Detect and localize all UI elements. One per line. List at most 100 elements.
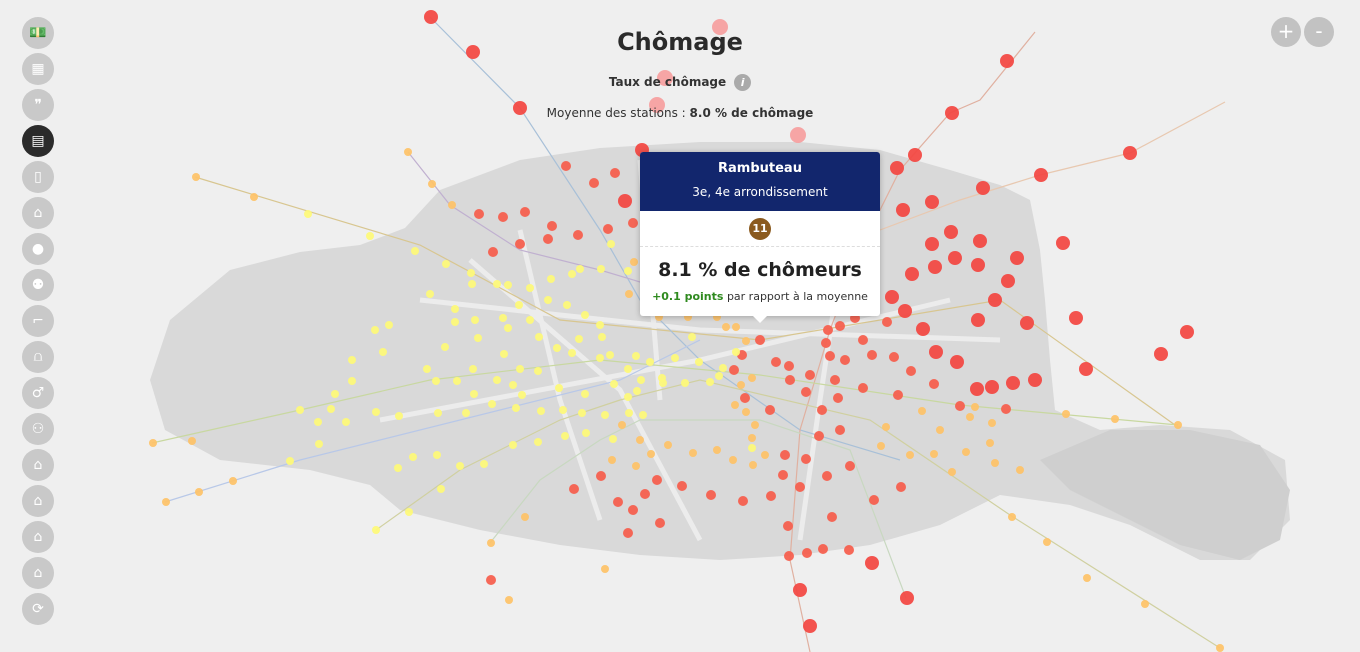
station-marker[interactable]: [867, 350, 877, 360]
station-marker[interactable]: [640, 489, 650, 499]
station-marker[interactable]: [966, 413, 974, 421]
station-marker[interactable]: [825, 351, 835, 361]
station-marker[interactable]: [823, 325, 833, 335]
station-marker[interactable]: [628, 505, 638, 515]
station-marker[interactable]: [451, 318, 459, 326]
station-marker[interactable]: [766, 491, 776, 501]
station-marker[interactable]: [470, 390, 478, 398]
station-marker[interactable]: [985, 380, 999, 394]
station-marker[interactable]: [504, 281, 512, 289]
station-marker[interactable]: [286, 457, 294, 465]
station-marker[interactable]: [742, 408, 750, 416]
station-marker[interactable]: [1008, 513, 1016, 521]
station-marker[interactable]: [882, 423, 890, 431]
station-marker[interactable]: [486, 575, 496, 585]
station-marker[interactable]: [795, 482, 805, 492]
station-marker[interactable]: [504, 324, 512, 332]
station-marker[interactable]: [534, 438, 542, 446]
station-marker[interactable]: [394, 464, 402, 472]
station-marker[interactable]: [437, 485, 445, 493]
station-marker[interactable]: [1000, 54, 1014, 68]
station-marker[interactable]: [1034, 168, 1048, 182]
station-marker[interactable]: [505, 596, 513, 604]
station-marker[interactable]: [462, 409, 470, 417]
station-marker[interactable]: [366, 232, 374, 240]
station-marker[interactable]: [433, 451, 441, 459]
station-marker[interactable]: [971, 258, 985, 272]
station-marker[interactable]: [1016, 466, 1024, 474]
briefcase-button[interactable]: ▤: [22, 125, 54, 157]
station-marker[interactable]: [405, 508, 413, 516]
station-marker[interactable]: [296, 406, 304, 414]
house-button-2[interactable]: ⌂: [22, 485, 54, 517]
station-marker[interactable]: [1079, 362, 1093, 376]
station-marker[interactable]: [563, 301, 571, 309]
station-marker[interactable]: [581, 390, 589, 398]
cake-button[interactable]: ⩍: [22, 341, 54, 373]
station-marker[interactable]: [751, 421, 759, 429]
station-marker[interactable]: [706, 378, 714, 386]
station-marker[interactable]: [918, 407, 926, 415]
station-marker[interactable]: [976, 181, 990, 195]
station-marker[interactable]: [618, 194, 632, 208]
station-marker[interactable]: [498, 212, 508, 222]
station-marker[interactable]: [973, 234, 987, 248]
station-marker[interactable]: [1069, 311, 1083, 325]
station-marker[interactable]: [603, 224, 613, 234]
station-marker[interactable]: [628, 218, 638, 228]
station-marker[interactable]: [596, 321, 604, 329]
station-marker[interactable]: [596, 354, 604, 362]
station-marker[interactable]: [456, 462, 464, 470]
station-marker[interactable]: [1216, 644, 1224, 652]
station-marker[interactable]: [162, 498, 170, 506]
station-marker[interactable]: [928, 260, 942, 274]
station-marker[interactable]: [844, 545, 854, 555]
people-button[interactable]: ⚉: [22, 269, 54, 301]
station-marker[interactable]: [706, 490, 716, 500]
station-marker[interactable]: [488, 247, 498, 257]
station-marker[interactable]: [561, 161, 571, 171]
station-marker[interactable]: [1043, 538, 1051, 546]
station-marker[interactable]: [801, 387, 811, 397]
station-marker[interactable]: [474, 209, 484, 219]
station-marker[interactable]: [801, 454, 811, 464]
station-marker[interactable]: [526, 284, 534, 292]
station-marker[interactable]: [192, 173, 200, 181]
station-marker[interactable]: [1154, 347, 1168, 361]
station-marker[interactable]: [671, 354, 679, 362]
station-marker[interactable]: [568, 270, 576, 278]
station-marker[interactable]: [568, 349, 576, 357]
station-marker[interactable]: [596, 471, 606, 481]
station-marker[interactable]: [385, 321, 393, 329]
station-marker[interactable]: [606, 351, 614, 359]
station-marker[interactable]: [948, 468, 956, 476]
station-marker[interactable]: [695, 358, 703, 366]
station-marker[interactable]: [905, 267, 919, 281]
station-marker[interactable]: [889, 352, 899, 362]
calculator-button[interactable]: ▦: [22, 53, 54, 85]
station-marker[interactable]: [738, 496, 748, 506]
refresh-button[interactable]: ⟳: [22, 593, 54, 625]
station-marker[interactable]: [500, 350, 508, 358]
station-marker[interactable]: [229, 477, 237, 485]
station-marker[interactable]: [149, 439, 157, 447]
station-marker[interactable]: [469, 365, 477, 373]
station-marker[interactable]: [818, 544, 828, 554]
zoom-in-button[interactable]: +: [1271, 17, 1301, 47]
station-marker[interactable]: [342, 418, 350, 426]
station-marker[interactable]: [624, 393, 632, 401]
station-marker[interactable]: [327, 405, 335, 413]
station-marker[interactable]: [688, 333, 696, 341]
station-marker[interactable]: [715, 372, 723, 380]
station-marker[interactable]: [624, 365, 632, 373]
station-marker[interactable]: [432, 377, 440, 385]
station-marker[interactable]: [817, 405, 827, 415]
zoom-out-button[interactable]: -: [1304, 17, 1334, 47]
station-marker[interactable]: [372, 526, 380, 534]
station-marker[interactable]: [748, 444, 756, 452]
station-marker[interactable]: [732, 323, 740, 331]
station-marker[interactable]: [371, 326, 379, 334]
station-marker[interactable]: [348, 356, 356, 364]
station-marker[interactable]: [573, 230, 583, 240]
station-marker[interactable]: [657, 70, 673, 86]
